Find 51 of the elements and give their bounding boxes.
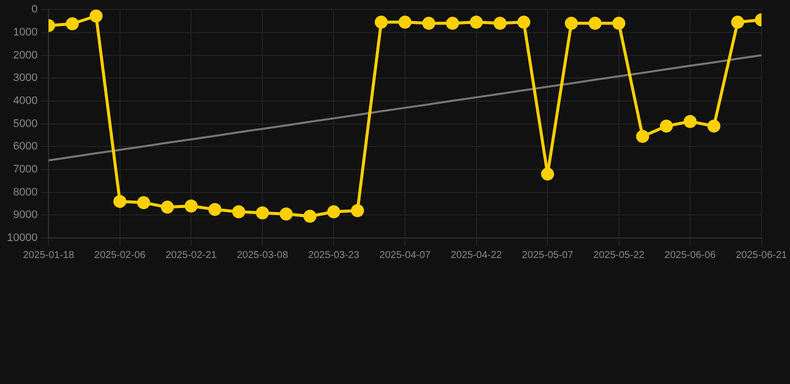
point — [184, 200, 198, 213]
x-tick-label: 2025-03-23 — [308, 250, 360, 261]
x-tick-label: 2025-05-07 — [522, 250, 574, 261]
x-tick-label: 2025-01-18 — [23, 250, 75, 261]
point — [494, 16, 507, 30]
x-tick-label: 2025-05-22 — [593, 250, 645, 261]
point — [398, 16, 412, 29]
point — [303, 210, 316, 223]
point — [208, 202, 222, 216]
y-tick-label: 0 — [31, 4, 38, 16]
point — [137, 196, 150, 210]
x-tick-label: 2025-03-08 — [236, 250, 288, 261]
x-tick-label: 2025-02-21 — [166, 250, 218, 261]
y-tick-label: 4000 — [13, 94, 38, 107]
y-tick-label: 3000 — [13, 72, 38, 84]
y-tick-label: 5000 — [13, 118, 38, 130]
point — [588, 16, 602, 30]
point — [684, 115, 697, 128]
point — [256, 206, 269, 220]
point — [660, 120, 673, 133]
y-tick-label: 6000 — [13, 140, 38, 153]
x-tick-label: 2025-04-07 — [379, 250, 432, 261]
y-tick-label: 1000 — [13, 26, 38, 38]
x-tick-label: 2025-02-06 — [94, 250, 146, 261]
point — [327, 205, 340, 218]
point — [350, 204, 364, 218]
y-tick-label: 8000 — [13, 186, 38, 198]
point — [470, 16, 483, 29]
point — [374, 16, 388, 29]
x-tick-label: 2025-04-22 — [450, 250, 502, 261]
point — [232, 205, 246, 218]
x-tick-label: 2025-06-06 — [664, 250, 716, 261]
point — [517, 16, 530, 29]
point — [541, 168, 554, 181]
y-tick-label: 7000 — [13, 164, 38, 176]
point — [612, 16, 626, 30]
point — [636, 130, 650, 143]
y-tick-label: 2000 — [13, 49, 38, 62]
y-tick-label: 9000 — [13, 209, 38, 222]
point — [66, 17, 79, 30]
point — [731, 16, 744, 29]
point — [280, 208, 293, 221]
x-tick-label: 2025-06-21 — [736, 250, 788, 261]
point — [113, 194, 126, 208]
point — [160, 200, 174, 214]
point — [707, 120, 720, 133]
point — [422, 16, 436, 30]
y-tick-label: 10000 — [6, 232, 38, 244]
point — [564, 16, 578, 30]
point — [90, 10, 103, 22]
point — [446, 16, 460, 30]
